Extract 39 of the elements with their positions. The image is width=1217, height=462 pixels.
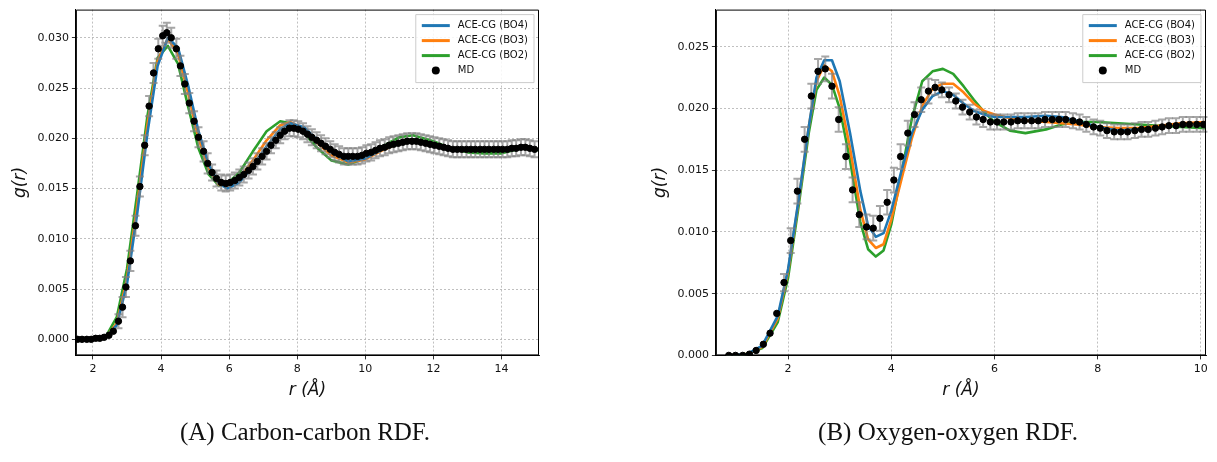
x-tick-label: 2: [89, 361, 97, 375]
y-tick-label: 0.005: [677, 286, 709, 300]
y-axis-title: g(r): [648, 166, 669, 199]
legend-label: ACE-CG (BO2): [457, 49, 529, 61]
legend-label: ACE-CG (BO3): [1124, 34, 1196, 46]
x-tick-label: 6: [990, 361, 998, 375]
y-tick-label: 0.010: [677, 224, 709, 238]
x-tick-label: 2: [784, 361, 792, 375]
y-tick-label: 0.000: [37, 332, 69, 346]
y-tick-label: 0.020: [677, 101, 709, 115]
y-tick-label: 0.015: [37, 181, 69, 195]
y-tick-label: 0.005: [37, 281, 69, 295]
legend-label: ACE-CG (BO4): [457, 19, 529, 31]
y-axis-title: g(r): [8, 166, 29, 199]
y-tick-label: 0.015: [677, 163, 709, 177]
legend-label: ACE-CG (BO4): [1124, 19, 1196, 31]
y-tick-label: 0.025: [677, 39, 709, 53]
legend-label: MD: [1124, 64, 1142, 76]
x-tick-label: 14: [494, 361, 509, 375]
y-tick-label: 0.030: [37, 30, 69, 44]
x-axis-title: r (Å): [288, 378, 327, 400]
x-tick-label: 12: [426, 361, 441, 375]
x-axis-title: r (Å): [942, 378, 980, 400]
y-tick-label: 0.000: [677, 348, 709, 362]
x-tick-label: 8: [293, 361, 301, 375]
text: (B) Oxygen-oxygen RDF.: [818, 418, 1078, 446]
x-tick-label: 10: [1193, 361, 1208, 375]
text: (A) Carbon-carbon RDF.: [179, 418, 431, 446]
y-tick-label: 0.010: [37, 231, 69, 245]
x-tick-label: 6: [225, 361, 233, 375]
legend-label: ACE-CG (BO2): [1124, 49, 1196, 61]
x-tick-label: 4: [887, 361, 895, 375]
y-tick-label: 0.025: [37, 80, 69, 94]
x-tick-label: 4: [157, 361, 165, 375]
x-tick-label: 8: [1094, 361, 1102, 375]
legend-label: MD: [457, 64, 475, 76]
y-tick-label: 0.020: [37, 131, 69, 145]
legend-label: ACE-CG (BO3): [457, 34, 529, 46]
x-tick-label: 10: [358, 361, 373, 375]
